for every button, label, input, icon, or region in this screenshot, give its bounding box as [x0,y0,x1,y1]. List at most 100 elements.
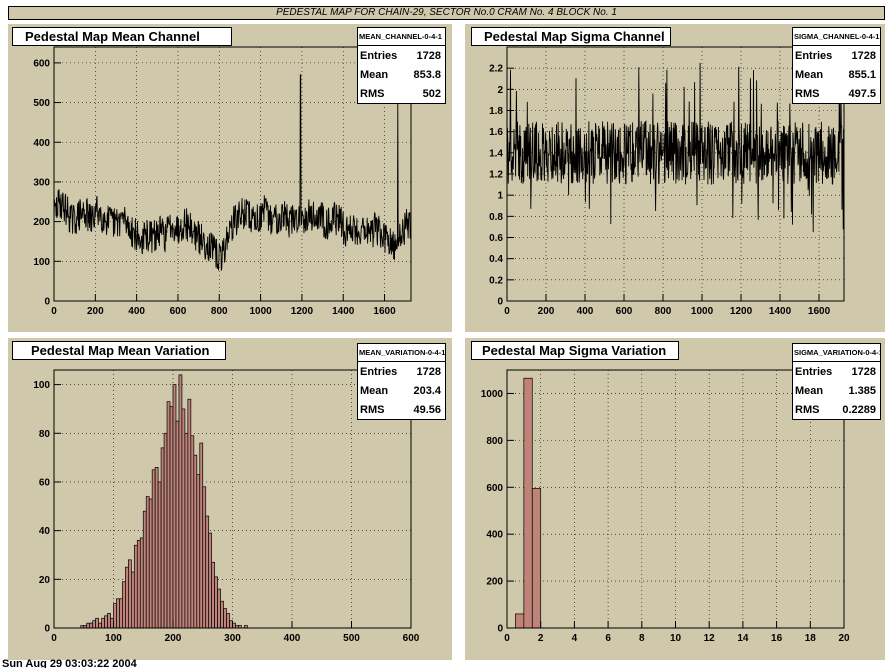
stats-value: 1728 [416,365,441,378]
sigma-channel-chart: 0 200 400 600 800 1000 1200 1400 1600 0 0.2 0.4 0.6 0… [489,46,845,317]
histogram-bar [116,598,120,629]
mean-variation-chart: 0 100 200 300 400 500 600 0 20 40 60 80 100 [33,369,420,644]
histogram-bar [107,613,111,629]
y-tick-label: 0.2 [489,275,503,286]
x-tick-label: 200 [165,633,182,644]
x-tick-label: 1200 [291,306,314,317]
stats-box: SIGMA_VARIATION-0-4-1 Entries 1728 Mean 1.… [792,343,881,420]
x-tick-label: 1200 [730,306,753,317]
x-tick-label: 18 [805,633,817,644]
histogram-bar [205,515,210,629]
stats-label: Mean [360,68,389,81]
histogram-bar [133,544,138,629]
histogram-bar [531,488,542,629]
stats-box: SIGMA_CHANNEL-0-4-1 Entries 1728 Mean 855.… [792,27,881,104]
stats-label: Mean [795,384,824,397]
histogram-bar [184,432,189,629]
y-tick-label: 200 [33,217,50,228]
stats-label: Entries [795,365,833,378]
stats-name: SIGMA_VARIATION-0-4-1 [793,344,880,362]
stats-name: MEAN_CHANNEL-0-4-1 [358,28,445,46]
stats-value: 1.385 [848,384,876,397]
histogram-bar [175,420,180,629]
x-tick-label: 0 [504,306,510,317]
timestamp-footer: Sun Aug 29 03:03:22 2004 [2,658,137,668]
histogram-bar [172,384,177,629]
y-tick-label: 400 [33,138,50,149]
stats-value: 1728 [416,49,441,62]
x-tick-label: 14 [737,633,749,644]
pad-mean-channel: 0 200 400 600 800 1000 1200 1400 1600 0 100 200 300 4… [8,24,452,332]
stats-row-entries: Entries 1728 [793,362,880,381]
x-tick-label: 1600 [373,306,396,317]
histogram-bar [148,498,153,629]
stats-value: 203.4 [413,384,441,397]
x-tick-label: 20 [838,633,850,644]
stats-box: MEAN_VARIATION-0-4-1 Entries 1728 Mean 203… [357,343,446,420]
stats-value: 49.56 [413,403,441,416]
y-tick-label: 200 [486,577,503,588]
histogram-bar [193,454,198,629]
y-tick-label: 60 [39,477,51,488]
stats-row-rms: RMS 49.56 [358,400,445,419]
histogram-bar [196,474,201,629]
y-tick-label: 300 [33,177,50,188]
x-tick-label: 0 [51,633,57,644]
y-tick-label: 1000 [481,389,504,400]
histogram-bar [160,447,165,629]
x-tick-label: 0 [51,306,57,317]
x-tick-label: 300 [224,633,241,644]
y-tick-label: 1 [497,191,503,202]
y-tick-label: 1.8 [489,106,503,117]
x-tick-label: 16 [771,633,783,644]
x-tick-label: 6 [605,633,611,644]
stats-label: RMS [795,403,820,416]
histogram-bar [190,435,195,629]
plot-frame [53,46,412,302]
histogram-bar [163,432,168,629]
x-tick-label: 800 [211,306,228,317]
y-tick-label: 0.8 [489,212,503,223]
histogram-bar [142,510,147,629]
histogram-bar [515,613,525,629]
histogram-bar [226,613,230,629]
histogram-bar [208,532,213,629]
stats-value: 497.5 [848,87,876,100]
stats-label: Mean [360,384,389,397]
histogram-bar [178,374,183,629]
x-tick-label: 200 [538,306,555,317]
x-tick-label: 200 [87,306,104,317]
panel-title: Pedestal Map Sigma Channel [471,27,671,46]
histogram-bar [217,588,221,629]
stats-row-mean: Mean 1.385 [793,381,880,400]
y-tick-label: 0 [497,624,503,635]
panel-title: Pedestal Map Mean Variation [12,341,226,360]
stats-label: Entries [795,49,833,62]
histogram-bar [157,481,162,629]
histogram-bar [95,617,99,629]
histogram-bar [136,540,141,629]
stats-row-mean: Mean 203.4 [358,381,445,400]
stats-row-mean: Mean 855.1 [793,65,880,84]
panel-title: Pedestal Map Sigma Variation [471,341,679,360]
histogram-bar [169,406,174,629]
stats-row-entries: Entries 1728 [358,46,445,65]
pad-mean-variation: 0 100 200 300 400 500 600 0 20 40 60 80 100 Pedestal… [8,338,452,660]
x-tick-label: 2 [538,633,544,644]
histogram-bar [119,598,123,629]
page-banner: PEDESTAL MAP FOR CHAIN-29, SECTOR No.0 C… [8,6,885,20]
x-tick-label: 1400 [332,306,355,317]
histogram-bar [92,620,97,629]
y-tick-label: 2 [497,85,503,96]
y-tick-label: 100 [33,380,50,391]
histogram-bar [220,600,224,629]
series-line [506,62,845,233]
pad-sigma-channel: 0 200 400 600 800 1000 1200 1400 1600 0 0.2 0.4 0.6 0… [465,24,885,332]
x-tick-label: 1000 [249,306,272,317]
histogram-bar [181,408,186,629]
stats-row-rms: RMS 502 [358,84,445,103]
histogram-bar [154,467,159,629]
y-tick-label: 1.2 [489,170,503,181]
y-tick-label: 0 [497,297,503,308]
x-tick-label: 8 [639,633,645,644]
